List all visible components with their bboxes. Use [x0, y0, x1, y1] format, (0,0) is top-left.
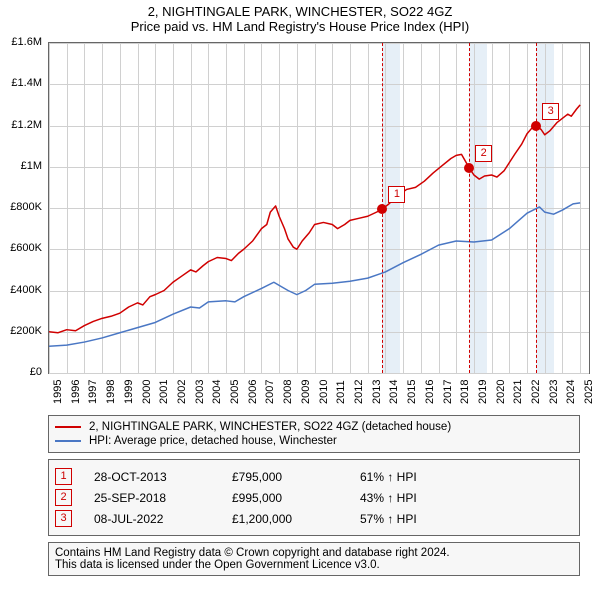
y-tick-label: £0: [0, 366, 42, 378]
x-tick-label: 2016: [424, 380, 436, 404]
x-tick-label: 2008: [282, 380, 294, 404]
sale-date: 25-SEP-2018: [94, 491, 232, 505]
sale-event-note: 2: [475, 145, 492, 162]
x-tick-label: 2011: [335, 380, 347, 404]
attribution-box: Contains HM Land Registry data © Crown c…: [48, 542, 580, 576]
x-tick-label: 2012: [353, 380, 365, 404]
title-address: 2, NIGHTINGALE PARK, WINCHESTER, SO22 4G…: [0, 4, 600, 19]
legend-label: 2, NIGHTINGALE PARK, WINCHESTER, SO22 4G…: [89, 421, 451, 433]
y-tick-label: £1M: [0, 160, 42, 172]
legend-swatch: [55, 440, 81, 442]
sale-vs-hpi: 61% ↑ HPI: [360, 470, 573, 484]
x-tick-label: 2010: [318, 380, 330, 404]
legend-box: 2, NIGHTINGALE PARK, WINCHESTER, SO22 4G…: [48, 415, 580, 453]
x-tick-label: 1995: [52, 380, 64, 404]
sale-event-line: [469, 43, 470, 373]
x-tick-label: 2015: [406, 380, 418, 404]
sale-event-marker: [531, 121, 541, 131]
x-tick-label: 2006: [247, 380, 259, 404]
x-tick-label: 1999: [123, 380, 135, 404]
sale-event-line: [536, 43, 537, 373]
x-tick-label: 2013: [371, 380, 383, 404]
x-tick-label: 2021: [512, 380, 524, 404]
sale-vs-hpi: 57% ↑ HPI: [360, 512, 573, 526]
legend-item: HPI: Average price, detached house, Winc…: [55, 434, 573, 448]
x-tick-label: 2007: [264, 380, 276, 404]
page-root: 2, NIGHTINGALE PARK, WINCHESTER, SO22 4G…: [0, 0, 600, 576]
attribution-line: This data is licensed under the Open Gov…: [55, 559, 573, 571]
sale-event-note: 1: [388, 186, 405, 203]
series-line: [49, 43, 589, 373]
sale-date: 08-JUL-2022: [94, 512, 232, 526]
y-tick-label: £200K: [0, 325, 42, 337]
sale-index-box: 2: [55, 489, 72, 506]
sale-date: 28-OCT-2013: [94, 470, 232, 484]
sale-event-marker: [464, 163, 474, 173]
sale-event-note: 3: [542, 103, 559, 120]
plot-area: 1 2 3: [48, 42, 590, 374]
x-tick-label: 2009: [300, 380, 312, 404]
x-tick-label: 2003: [194, 380, 206, 404]
x-tick-label: 2024: [565, 380, 577, 404]
y-tick-label: £1.4M: [0, 77, 42, 89]
x-tick-label: 2005: [229, 380, 241, 404]
sale-index-box: 3: [55, 510, 72, 527]
sale-row: 1 28-OCT-2013 £795,000 61% ↑ HPI: [55, 466, 573, 487]
sale-index-box: 1: [55, 468, 72, 485]
legend-label: HPI: Average price, detached house, Winc…: [89, 435, 337, 447]
sale-price: £795,000: [232, 470, 360, 484]
sale-row: 2 25-SEP-2018 £995,000 43% ↑ HPI: [55, 487, 573, 508]
x-tick-label: 2025: [583, 380, 595, 404]
y-tick-label: £600K: [0, 242, 42, 254]
sales-table: 1 28-OCT-2013 £795,000 61% ↑ HPI 2 25-SE…: [48, 459, 580, 536]
x-tick-label: 2020: [495, 380, 507, 404]
sale-price: £1,200,000: [232, 512, 360, 526]
y-tick-label: £800K: [0, 201, 42, 213]
y-tick-label: £1.6M: [0, 36, 42, 48]
x-tick-label: 2023: [548, 380, 560, 404]
title-subtitle: Price paid vs. HM Land Registry's House …: [0, 19, 600, 34]
sale-event-marker: [377, 204, 387, 214]
legend-swatch: [55, 426, 81, 428]
attribution-line: Contains HM Land Registry data © Crown c…: [55, 547, 573, 559]
x-tick-label: 2022: [530, 380, 542, 404]
x-tick-label: 1998: [105, 380, 117, 404]
title-block: 2, NIGHTINGALE PARK, WINCHESTER, SO22 4G…: [0, 0, 600, 36]
sale-vs-hpi: 43% ↑ HPI: [360, 491, 573, 505]
x-tick-label: 2004: [211, 380, 223, 404]
x-tick-label: 2017: [442, 380, 454, 404]
legend-item: 2, NIGHTINGALE PARK, WINCHESTER, SO22 4G…: [55, 420, 573, 434]
x-tick-label: 2018: [459, 380, 471, 404]
x-tick-label: 1997: [87, 380, 99, 404]
x-tick-label: 2002: [176, 380, 188, 404]
x-tick-label: 2001: [158, 380, 170, 404]
grid-line-horizontal: [49, 373, 589, 374]
sale-row: 3 08-JUL-2022 £1,200,000 57% ↑ HPI: [55, 508, 573, 529]
x-tick-label: 2014: [388, 380, 400, 404]
y-tick-label: £400K: [0, 284, 42, 296]
sale-price: £995,000: [232, 491, 360, 505]
chart-container: 1 2 3 £0 £200K £400K £600K £800K £1M £1.2M £1.4M £…: [0, 36, 600, 411]
x-tick-label: 2019: [477, 380, 489, 404]
x-tick-label: 1996: [70, 380, 82, 404]
y-tick-label: £1.2M: [0, 119, 42, 131]
x-tick-label: 2000: [141, 380, 153, 404]
